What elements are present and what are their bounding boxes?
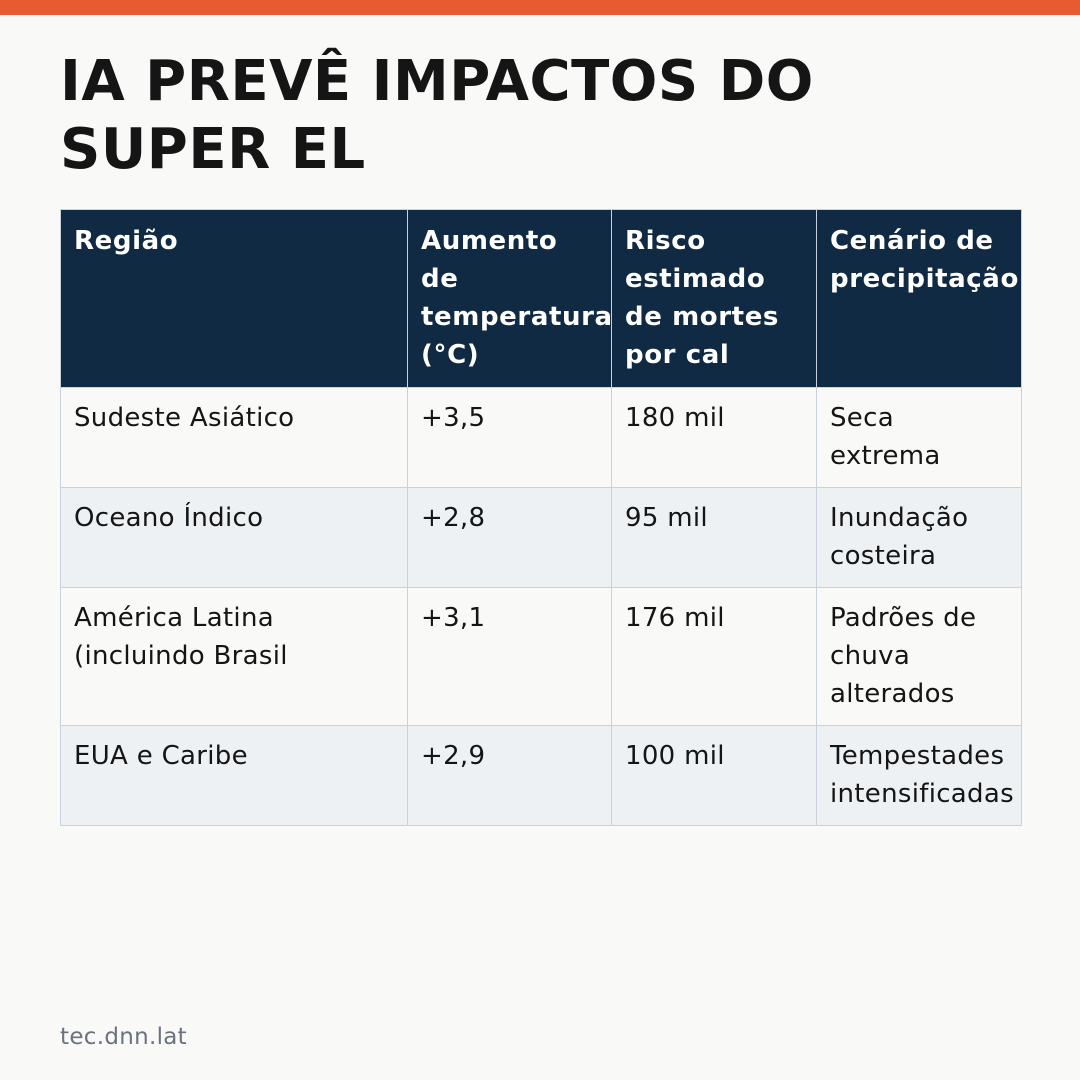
cell-temperature: +3,5	[407, 387, 612, 488]
column-header-region: Região	[60, 209, 408, 388]
source-footer: tec.dnn.lat	[60, 1024, 187, 1050]
table-row: Sudeste Asiático +3,5 180 mil Seca extre…	[60, 387, 1022, 488]
cell-region: EUA e Caribe	[60, 725, 408, 826]
cell-precipitation: Padrões de chuva alterados	[816, 587, 1022, 726]
impact-table: Região Aumento de temperatura (°C) Risco…	[60, 209, 1022, 826]
cell-heat-deaths: 176 mil	[611, 587, 817, 726]
cell-temperature: +3,1	[407, 587, 612, 726]
table-row: EUA e Caribe +2,9 100 mil Tempestades in…	[60, 725, 1022, 826]
table-header-row: Região Aumento de temperatura (°C) Risco…	[60, 209, 1022, 388]
column-header-temperature: Aumento de temperatura (°C)	[407, 209, 612, 388]
cell-temperature: +2,8	[407, 487, 612, 588]
cell-heat-deaths: 100 mil	[611, 725, 817, 826]
page-title: IA PREVÊ IMPACTOS DO SUPER EL	[60, 49, 814, 182]
column-header-heat-deaths: Risco estimado de mortes por cal	[611, 209, 817, 388]
table-row: Oceano Índico +2,8 95 mil Inundação cost…	[60, 487, 1022, 588]
cell-region: Sudeste Asiático	[60, 387, 408, 488]
cell-heat-deaths: 180 mil	[611, 387, 817, 488]
accent-bar	[0, 0, 1080, 15]
cell-precipitation: Seca extrema	[816, 387, 1022, 488]
cell-precipitation: Inundação costeira	[816, 487, 1022, 588]
cell-precipitation: Tempestades intensificadas	[816, 725, 1022, 826]
cell-temperature: +2,9	[407, 725, 612, 826]
column-header-precipitation: Cenário de precipitação	[816, 209, 1022, 388]
cell-region: América Latina (incluindo Brasil	[60, 587, 408, 726]
cell-region: Oceano Índico	[60, 487, 408, 588]
cell-heat-deaths: 95 mil	[611, 487, 817, 588]
table-row: América Latina (incluindo Brasil +3,1 17…	[60, 587, 1022, 726]
